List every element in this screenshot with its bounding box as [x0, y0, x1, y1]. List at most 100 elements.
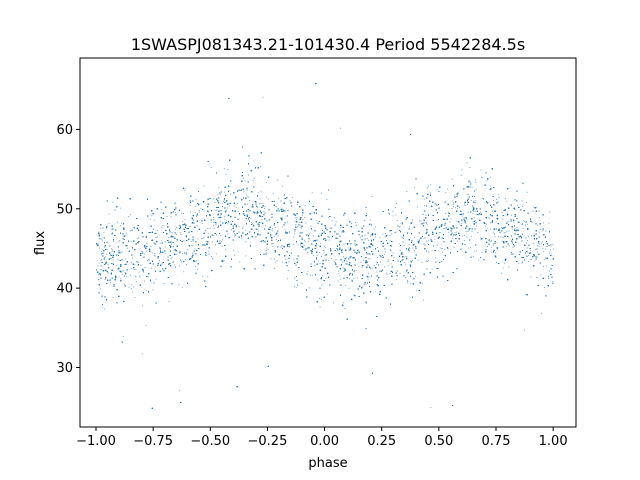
- data-point: [99, 248, 100, 249]
- data-point: [552, 281, 553, 282]
- data-point: [139, 272, 140, 273]
- data-point: [498, 194, 499, 195]
- data-point: [319, 252, 320, 253]
- data-point: [105, 279, 106, 280]
- data-point: [138, 237, 139, 238]
- data-point: [174, 265, 175, 266]
- data-point: [271, 258, 272, 259]
- data-point: [457, 208, 458, 209]
- data-point: [301, 227, 302, 228]
- data-point: [525, 294, 526, 295]
- data-point: [496, 262, 497, 263]
- data-point: [414, 250, 415, 251]
- data-point: [247, 204, 248, 205]
- data-point: [403, 236, 404, 237]
- data-point: [107, 249, 108, 250]
- data-point: [131, 284, 132, 285]
- data-point: [475, 180, 476, 181]
- data-point: [293, 237, 294, 238]
- data-point: [421, 221, 422, 222]
- data-point: [540, 229, 541, 230]
- data-point: [116, 265, 117, 266]
- data-point: [101, 253, 102, 254]
- data-point: [112, 202, 113, 203]
- data-point: [118, 259, 119, 260]
- data-point: [129, 287, 130, 288]
- data-point: [167, 216, 168, 217]
- data-point: [536, 207, 537, 208]
- data-point: [449, 222, 450, 223]
- data-point: [224, 168, 225, 169]
- data-point: [385, 233, 386, 234]
- data-point: [349, 278, 350, 279]
- data-point: [304, 240, 305, 241]
- data-point: [229, 206, 230, 207]
- data-point: [206, 253, 207, 254]
- data-point: [405, 256, 406, 257]
- data-point: [457, 241, 458, 242]
- data-point: [334, 217, 335, 218]
- data-point: [375, 237, 376, 238]
- data-point: [266, 197, 267, 198]
- data-point: [475, 220, 476, 221]
- data-point: [383, 234, 384, 235]
- data-point: [180, 234, 181, 235]
- data-point: [398, 225, 399, 226]
- data-point: [258, 231, 259, 232]
- data-point: [336, 259, 337, 260]
- data-point: [356, 225, 357, 226]
- data-point: [285, 210, 286, 211]
- data-point: [340, 242, 341, 243]
- data-point: [372, 196, 373, 197]
- data-point: [363, 286, 364, 287]
- data-point: [493, 200, 494, 201]
- data-point: [452, 201, 453, 202]
- data-point: [277, 260, 278, 261]
- data-point: [345, 285, 346, 286]
- data-point: [545, 249, 546, 250]
- data-point: [423, 244, 424, 245]
- data-point: [120, 225, 121, 226]
- data-point: [287, 222, 288, 223]
- data-point: [242, 228, 243, 229]
- data-point: [499, 228, 500, 229]
- data-point: [501, 273, 502, 274]
- data-point: [468, 248, 469, 249]
- data-point: [371, 240, 372, 241]
- data-point: [496, 199, 497, 200]
- data-point: [332, 221, 333, 222]
- data-point: [405, 277, 406, 278]
- data-point: [106, 242, 107, 243]
- data-point: [297, 226, 298, 227]
- data-point: [398, 226, 399, 227]
- data-point: [464, 240, 465, 241]
- data-point: [134, 297, 135, 298]
- data-point: [236, 207, 237, 208]
- data-point: [513, 254, 514, 255]
- data-point: [328, 217, 329, 218]
- data-point: [191, 241, 192, 242]
- data-point: [146, 325, 147, 326]
- data-point: [130, 275, 131, 276]
- data-point: [528, 261, 529, 262]
- data-point: [154, 253, 155, 254]
- data-point: [472, 231, 473, 232]
- data-point: [301, 228, 302, 229]
- data-point: [259, 224, 260, 225]
- data-point: [213, 219, 214, 220]
- data-point: [314, 265, 315, 266]
- data-point: [220, 221, 221, 222]
- data-point: [544, 287, 545, 288]
- data-point: [212, 258, 213, 259]
- data-point: [159, 260, 160, 261]
- data-point: [125, 259, 126, 260]
- data-point: [221, 192, 222, 193]
- data-point: [245, 256, 246, 257]
- data-point: [104, 270, 105, 271]
- data-point: [517, 222, 518, 223]
- data-point: [185, 259, 186, 260]
- data-point: [246, 195, 247, 196]
- data-point: [171, 216, 172, 217]
- data-point: [553, 249, 554, 250]
- data-point: [370, 220, 371, 221]
